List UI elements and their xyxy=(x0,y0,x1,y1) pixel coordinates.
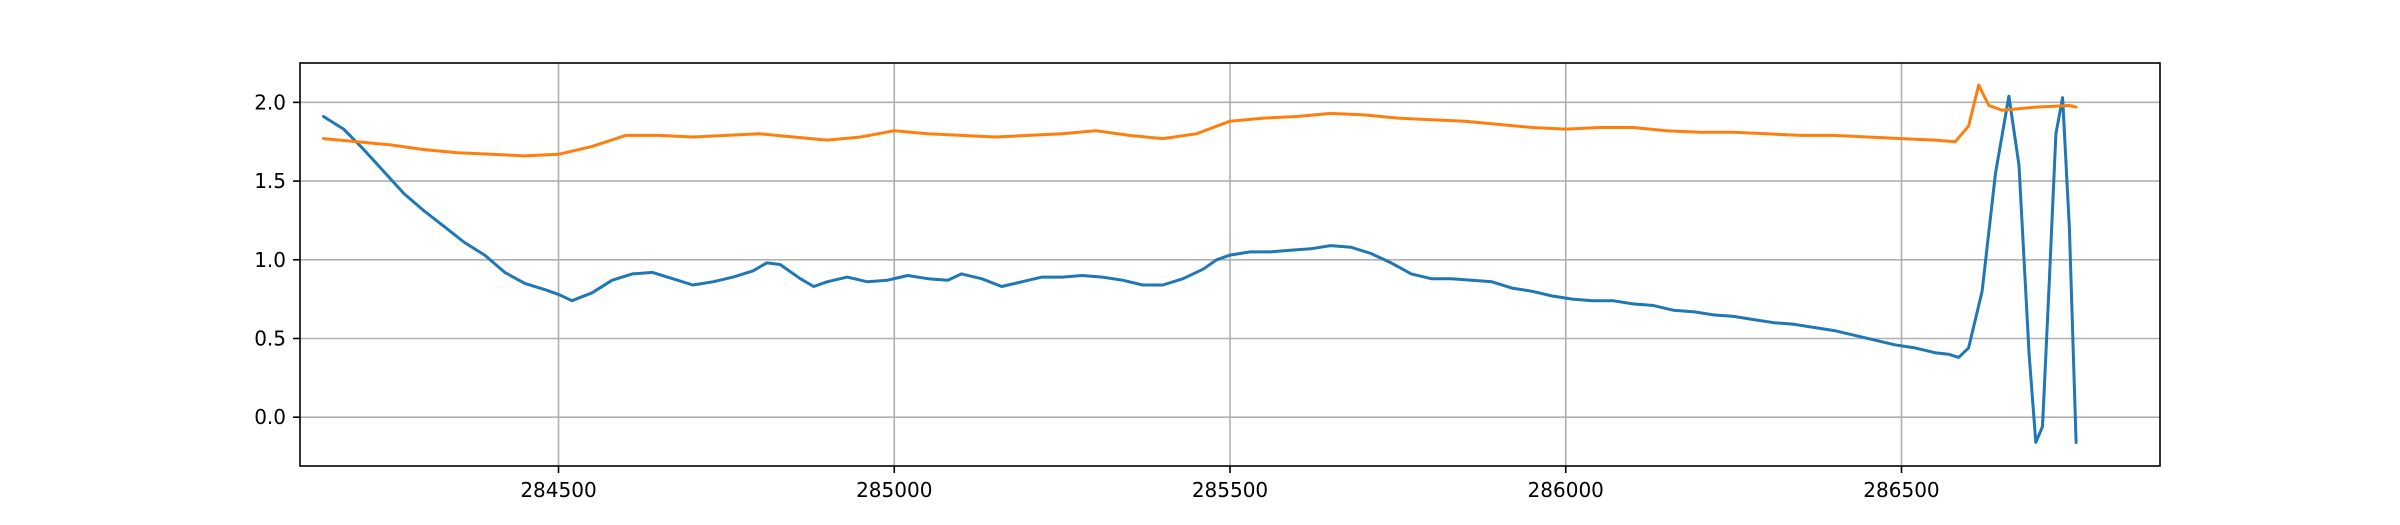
x-tick-label: 285000 xyxy=(856,478,932,502)
y-tick-label: 0.0 xyxy=(254,405,286,429)
ticks: 284500 285000 285500 286000 286500 0.0 0.5 1.0 1… xyxy=(254,90,1939,502)
x-tick-label: 286000 xyxy=(1528,478,1604,502)
x-tick-label: 286500 xyxy=(1863,478,1939,502)
series-2-line xyxy=(322,83,2078,158)
grid xyxy=(300,63,2160,466)
y-tick-label: 2.0 xyxy=(254,90,286,114)
series-1-line xyxy=(322,94,2078,444)
y-tick-label: 0.5 xyxy=(254,326,286,350)
series-layer xyxy=(322,83,2078,444)
y-tick-label: 1.0 xyxy=(254,248,286,272)
x-tick-label: 284500 xyxy=(520,478,596,502)
y-tick-label: 1.5 xyxy=(254,169,286,193)
x-tick-label: 285500 xyxy=(1192,478,1268,502)
